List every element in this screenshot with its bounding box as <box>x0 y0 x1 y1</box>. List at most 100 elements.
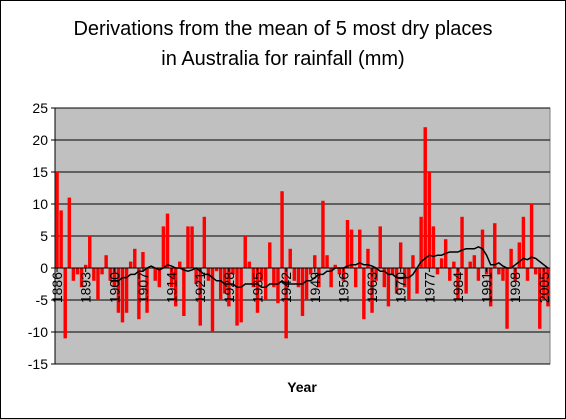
bar <box>374 268 378 281</box>
x-tick-label: 1935 <box>250 272 266 303</box>
bar <box>448 268 452 281</box>
bar <box>161 226 166 268</box>
bar <box>153 268 157 281</box>
bar <box>476 268 481 281</box>
bar <box>533 268 538 275</box>
bar <box>280 191 284 268</box>
y-tick-label: -10 <box>28 324 48 340</box>
x-tick-label: 1963 <box>364 272 380 303</box>
bar <box>435 268 440 275</box>
bar <box>263 268 268 300</box>
bar <box>439 258 444 268</box>
bar <box>120 268 125 323</box>
x-tick-label: 2005 <box>536 272 552 303</box>
bar <box>182 268 186 316</box>
bar <box>464 268 468 294</box>
bar <box>398 242 403 268</box>
bar <box>542 268 546 300</box>
bar <box>382 268 387 288</box>
bar <box>452 261 456 268</box>
bar <box>173 268 178 307</box>
bar <box>178 261 182 268</box>
bar <box>386 268 391 307</box>
bar <box>231 268 235 275</box>
x-tick-label: 1893 <box>78 272 94 303</box>
bar <box>427 172 432 268</box>
y-tick-label: 20 <box>32 132 48 148</box>
bar <box>472 255 477 268</box>
bar <box>501 268 505 281</box>
bar <box>353 268 358 288</box>
bar <box>124 268 129 313</box>
bar <box>431 226 436 268</box>
bar <box>337 268 342 275</box>
y-tick-label: 10 <box>32 196 48 212</box>
bar <box>366 248 370 268</box>
bar <box>194 268 198 284</box>
x-tick-label: 1921 <box>192 272 208 303</box>
bar <box>71 268 76 281</box>
bar <box>460 216 464 268</box>
bar <box>329 268 333 288</box>
bar <box>67 197 72 268</box>
bar <box>100 268 104 275</box>
bar <box>92 268 96 281</box>
bar <box>83 264 88 268</box>
bar <box>423 127 427 268</box>
bar <box>145 268 149 313</box>
bar <box>407 268 411 300</box>
bar <box>349 229 354 268</box>
bar <box>546 268 550 307</box>
bar <box>521 216 526 268</box>
bar <box>104 255 108 268</box>
chart-title: Derivations from the mean of 5 most dry … <box>73 18 493 70</box>
bar <box>304 268 309 300</box>
x-tick-label: 1900 <box>106 272 122 303</box>
bar <box>239 268 243 323</box>
x-tick-label: 1977 <box>421 272 437 303</box>
bar <box>116 268 121 313</box>
bar <box>529 204 534 268</box>
bar <box>259 268 264 281</box>
bar <box>59 210 63 268</box>
bar <box>308 268 313 275</box>
bar <box>112 268 117 288</box>
y-tick-label: 25 <box>32 100 48 116</box>
bar <box>525 268 530 281</box>
bar <box>108 268 112 281</box>
bar <box>493 223 497 268</box>
bar <box>169 268 174 288</box>
y-tick-label: -15 <box>28 356 48 372</box>
bar <box>165 213 170 268</box>
bar <box>96 268 100 300</box>
bar <box>497 268 501 275</box>
bar <box>317 268 321 288</box>
x-tick-label: 1942 <box>278 272 294 303</box>
bar <box>247 261 252 268</box>
bar <box>75 268 80 275</box>
y-tick-label: -5 <box>36 292 49 308</box>
bar <box>456 268 460 300</box>
bar <box>235 268 239 326</box>
bar <box>128 261 133 268</box>
bar <box>513 268 517 281</box>
bar <box>411 255 415 268</box>
y-tick-label: 15 <box>32 164 48 180</box>
x-tick-label: 1949 <box>307 272 323 303</box>
bar <box>243 236 247 268</box>
bar <box>214 268 219 272</box>
bar <box>223 268 227 294</box>
x-tick-label: 1928 <box>221 272 237 303</box>
bar <box>79 268 84 288</box>
x-tick-label: 1991 <box>479 272 495 303</box>
x-tick-label: 1956 <box>335 272 351 303</box>
x-tick-label: 1907 <box>135 272 151 303</box>
x-tick-label: 1998 <box>507 272 523 303</box>
bar <box>300 268 305 316</box>
bar <box>288 248 292 268</box>
bar <box>202 216 207 268</box>
bar <box>88 236 92 268</box>
x-tick-label: 1984 <box>450 272 466 303</box>
bar <box>133 248 137 268</box>
